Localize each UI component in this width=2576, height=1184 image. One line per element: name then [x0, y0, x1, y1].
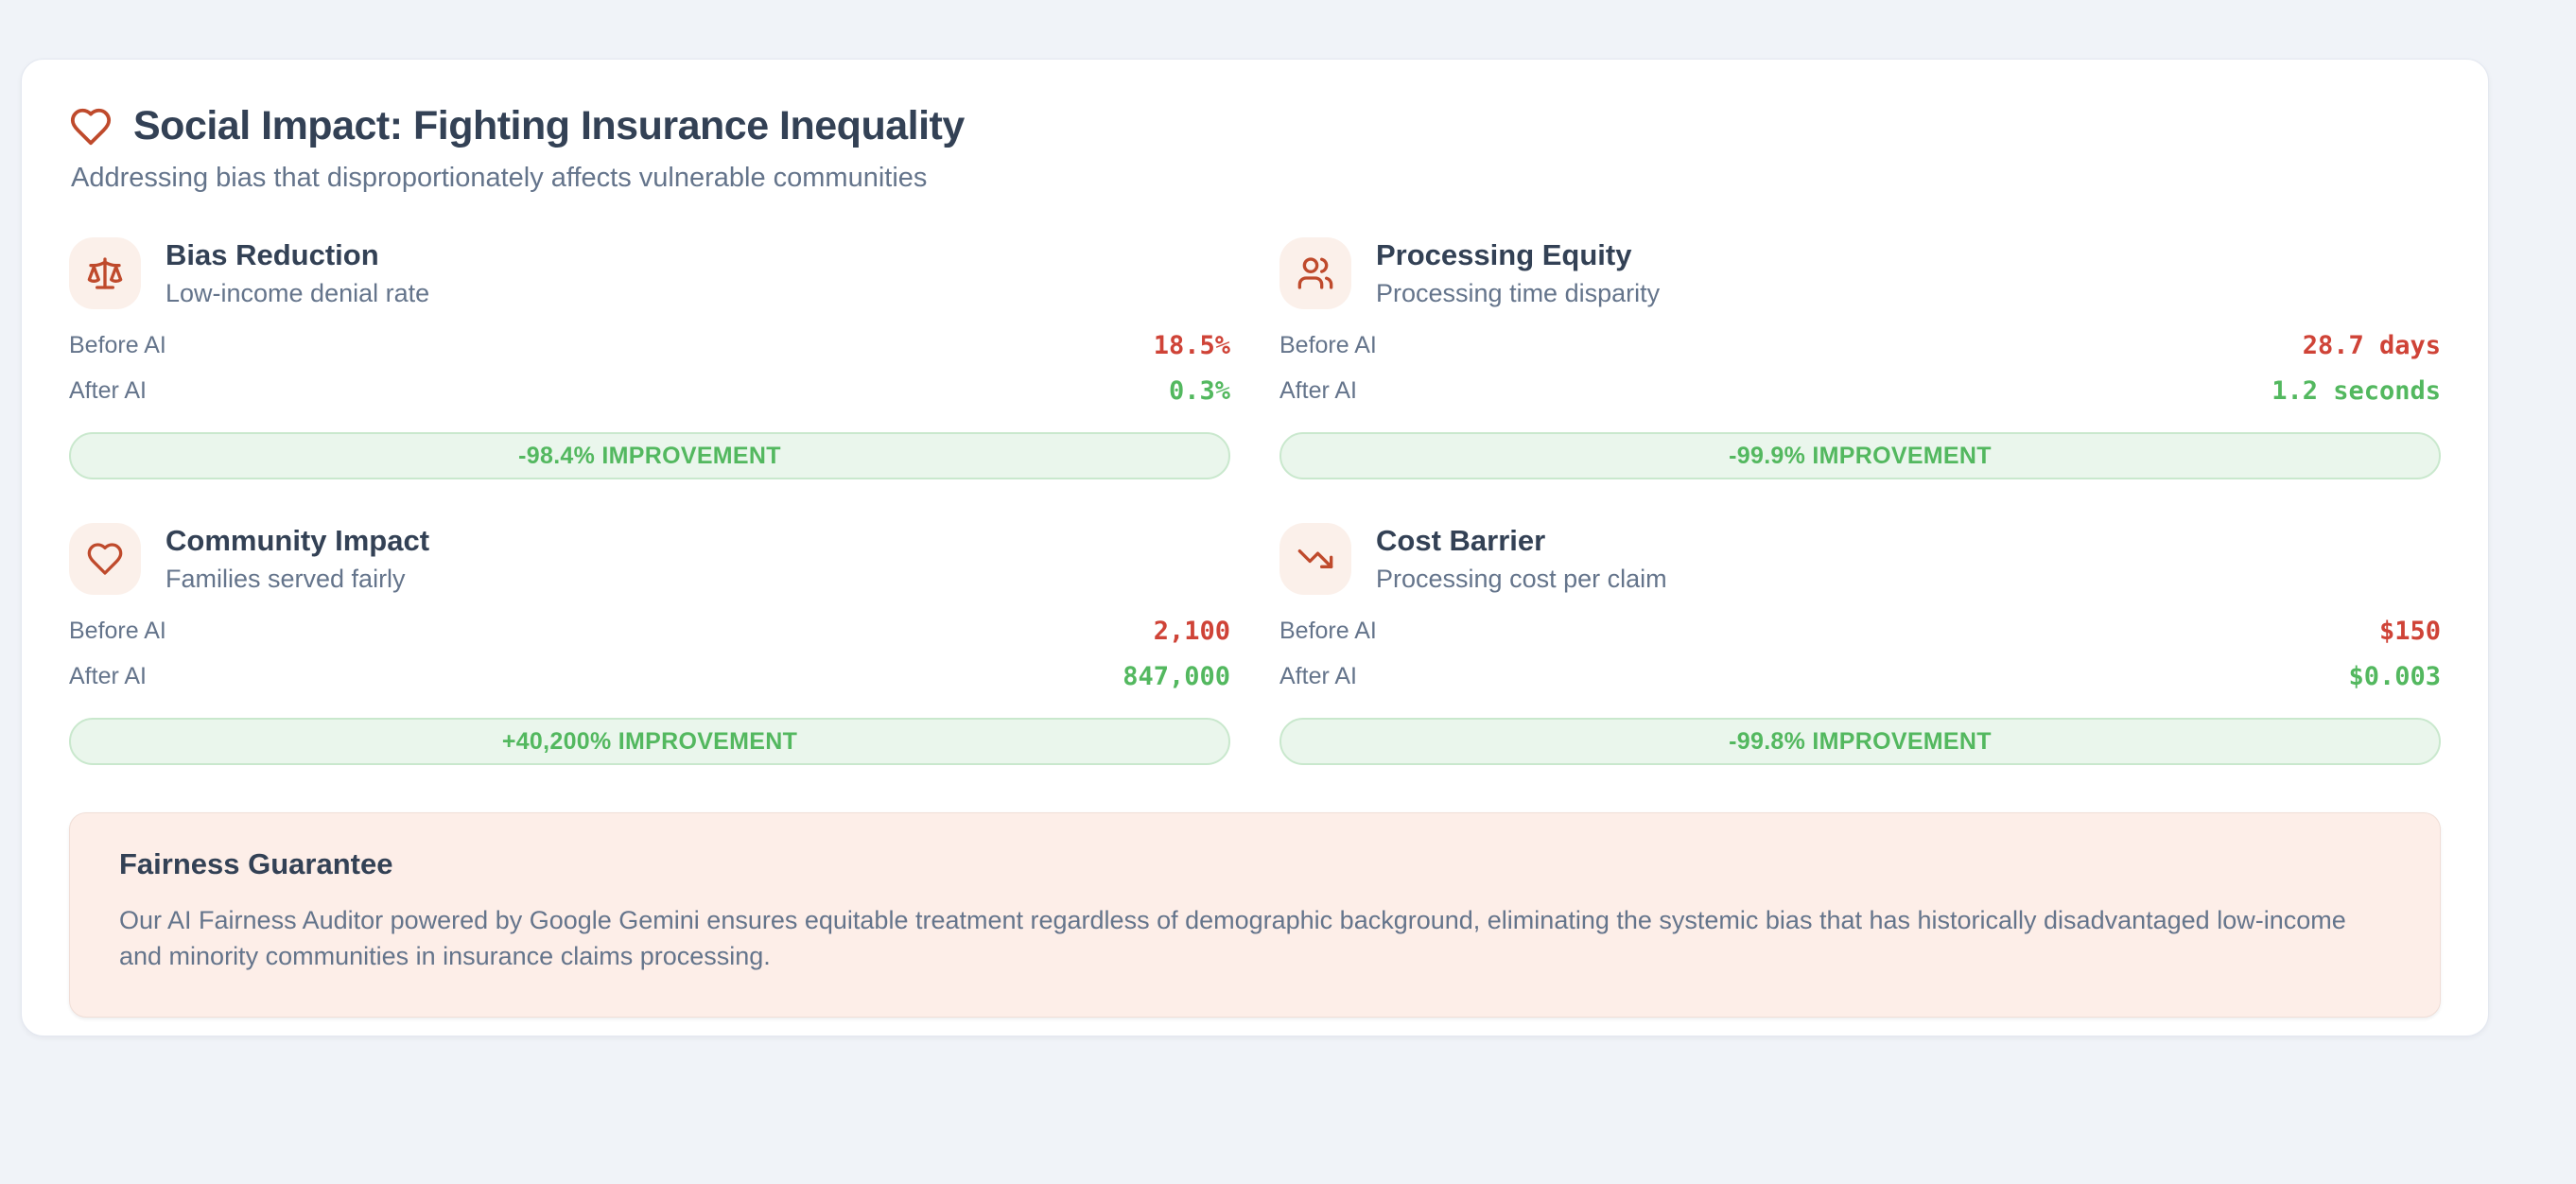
metric-subtitle: Processing cost per claim — [1376, 565, 1667, 593]
before-ai-value: 18.5% — [1153, 330, 1230, 360]
metric-rows: Before AI $150 After AI $0.003 — [1279, 608, 2441, 699]
before-ai-value: $150 — [2378, 616, 2441, 646]
before-ai-value: 28.7 days — [2302, 330, 2441, 360]
after-ai-row: After AI 1.2 seconds — [1279, 368, 2441, 413]
before-ai-label: Before AI — [1279, 617, 1377, 644]
metric-head: Community Impact Families served fairly — [69, 523, 1230, 595]
before-ai-row: Before AI 2,100 — [69, 608, 1230, 653]
metric-subtitle: Low-income denial rate — [165, 279, 430, 307]
heart-icon — [69, 105, 113, 148]
before-ai-row: Before AI 18.5% — [69, 322, 1230, 368]
before-ai-label: Before AI — [1279, 331, 1377, 358]
metric-titles: Cost Barrier Processing cost per claim — [1376, 524, 1667, 594]
users-icon — [1279, 237, 1351, 309]
after-ai-label: After AI — [1279, 662, 1357, 689]
before-ai-row: Before AI $150 — [1279, 608, 2441, 653]
before-ai-row: Before AI 28.7 days — [1279, 322, 2441, 368]
metric-titles: Community Impact Families served fairly — [165, 524, 429, 594]
page-subtitle: Addressing bias that disproportionately … — [71, 163, 928, 193]
before-ai-value: 2,100 — [1153, 616, 1230, 646]
metric-head: Bias Reduction Low-income denial rate — [69, 237, 1230, 309]
metric-title: Bias Reduction — [165, 238, 379, 271]
after-ai-value: 1.2 seconds — [2271, 375, 2441, 406]
after-ai-value: $0.003 — [2348, 661, 2441, 691]
heart-icon — [69, 523, 141, 595]
after-ai-value: 0.3% — [1168, 375, 1230, 406]
before-ai-label: Before AI — [69, 331, 166, 358]
after-ai-row: After AI 0.3% — [69, 368, 1230, 413]
improvement-badge: +40,200% IMPROVEMENT — [69, 718, 1230, 765]
scale-icon — [69, 237, 141, 309]
metric-card-processing-equity: Processing Equity Processing time dispar… — [1279, 237, 2441, 479]
metric-title: Cost Barrier — [1376, 524, 1546, 557]
metric-subtitle: Processing time disparity — [1376, 279, 1661, 307]
metrics-grid: Bias Reduction Low-income denial rate Be… — [69, 237, 2441, 765]
metric-head: Processing Equity Processing time dispar… — [1279, 237, 2441, 309]
metric-title: Community Impact — [165, 524, 430, 557]
metric-titles: Processing Equity Processing time dispar… — [1376, 238, 1660, 308]
trending-down-icon — [1279, 523, 1351, 595]
metric-card-bias-reduction: Bias Reduction Low-income denial rate Be… — [69, 237, 1230, 479]
metric-title: Processing Equity — [1376, 238, 1632, 271]
fairness-body: Our AI Fairness Auditor powered by Googl… — [119, 906, 2346, 971]
metric-card-cost-barrier: Cost Barrier Processing cost per claim B… — [1279, 523, 2441, 765]
after-ai-label: After AI — [69, 662, 147, 689]
fairness-title: Fairness Guarantee — [119, 847, 393, 880]
panel-header: Social Impact: Fighting Insurance Inequa… — [69, 103, 2441, 149]
improvement-badge: -99.8% IMPROVEMENT — [1279, 718, 2441, 765]
fairness-guarantee-box: Fairness Guarantee Our AI Fairness Audit… — [69, 812, 2441, 1018]
after-ai-label: After AI — [1279, 376, 1357, 404]
after-ai-value: 847,000 — [1123, 661, 1230, 691]
metric-titles: Bias Reduction Low-income denial rate — [165, 238, 429, 308]
page-title: Social Impact: Fighting Insurance Inequa… — [133, 103, 965, 148]
improvement-badge: -99.9% IMPROVEMENT — [1279, 432, 2441, 479]
metric-card-community-impact: Community Impact Families served fairly … — [69, 523, 1230, 765]
improvement-badge: -98.4% IMPROVEMENT — [69, 432, 1230, 479]
after-ai-row: After AI $0.003 — [1279, 653, 2441, 699]
after-ai-row: After AI 847,000 — [69, 653, 1230, 699]
after-ai-label: After AI — [69, 376, 147, 404]
metric-rows: Before AI 2,100 After AI 847,000 — [69, 608, 1230, 699]
social-impact-panel: Social Impact: Fighting Insurance Inequa… — [21, 59, 2489, 1036]
metric-subtitle: Families served fairly — [165, 565, 406, 593]
metric-rows: Before AI 28.7 days After AI 1.2 seconds — [1279, 322, 2441, 413]
metric-head: Cost Barrier Processing cost per claim — [1279, 523, 2441, 595]
metric-rows: Before AI 18.5% After AI 0.3% — [69, 322, 1230, 413]
before-ai-label: Before AI — [69, 617, 166, 644]
